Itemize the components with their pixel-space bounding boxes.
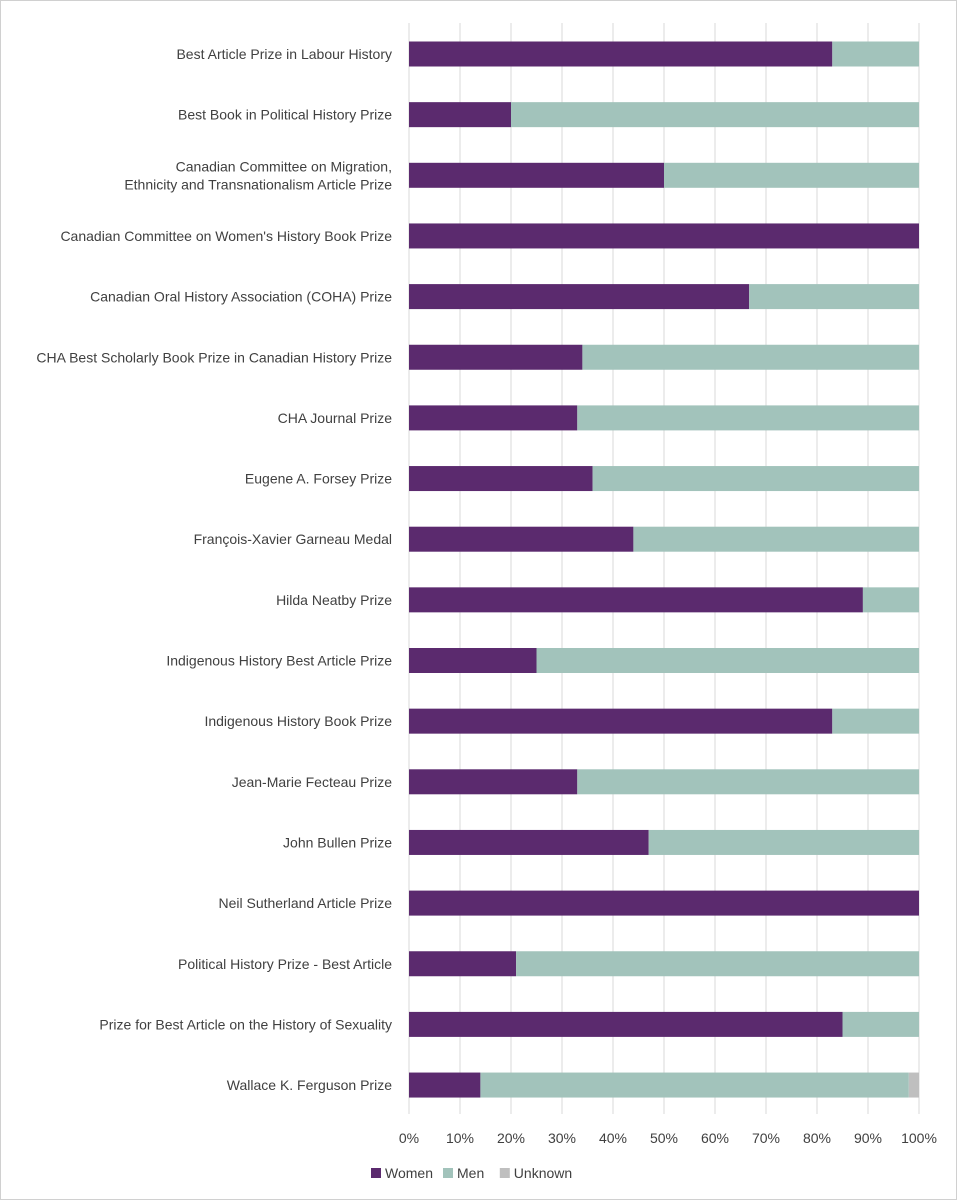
bar-segment-men bbox=[842, 1011, 919, 1037]
category-label: Canadian Committee on Women's History Bo… bbox=[60, 228, 392, 244]
bar-segment-women bbox=[409, 466, 593, 492]
bar-segment-women bbox=[409, 708, 833, 734]
bar-segment-women bbox=[409, 1011, 843, 1037]
category-label: Neil Sutherland Article Prize bbox=[218, 895, 392, 911]
category-label: Best Article Prize in Labour History bbox=[176, 46, 392, 62]
bar-segment-men bbox=[832, 708, 919, 734]
category-label: CHA Journal Prize bbox=[278, 410, 393, 426]
legend-swatch bbox=[371, 1168, 381, 1178]
category-label: Canadian Committee on Migration, Ethnicit… bbox=[124, 158, 392, 192]
grid-lines bbox=[408, 23, 920, 1114]
bar-segment-women bbox=[409, 951, 517, 977]
bar-segment-women bbox=[409, 41, 833, 67]
bar-segment-unknown bbox=[908, 1072, 919, 1098]
category-label: John Bullen Prize bbox=[283, 834, 392, 850]
bar-segment-women bbox=[409, 102, 511, 128]
x-tick-label: 60% bbox=[701, 1130, 729, 1146]
bar-segment-women bbox=[409, 344, 583, 370]
category-label: Prize for Best Article on the History of… bbox=[99, 1016, 392, 1032]
x-tick-label: 70% bbox=[752, 1130, 780, 1146]
bar-segment-women bbox=[409, 405, 578, 431]
bar-segment-men bbox=[536, 648, 919, 673]
x-tick-label: 10% bbox=[446, 1130, 474, 1146]
category-label: Eugene A. Forsey Prize bbox=[245, 471, 392, 487]
bar-segment-women bbox=[409, 890, 919, 916]
bar-segment-men bbox=[664, 162, 919, 188]
bar-segment-men bbox=[832, 41, 919, 67]
legend: Women Men Unknown bbox=[371, 1165, 572, 1181]
category-label: Indigenous History Book Prize bbox=[204, 713, 392, 729]
bar-segment-men bbox=[516, 951, 919, 977]
bar-segment-men bbox=[582, 344, 919, 370]
legend-label: Women bbox=[385, 1165, 433, 1181]
category-label: Wallace K. Ferguson Prize bbox=[227, 1077, 392, 1093]
bar-segment-men bbox=[592, 466, 919, 492]
x-tick-label: 90% bbox=[854, 1130, 882, 1146]
legend-label: Unknown bbox=[514, 1165, 572, 1181]
x-tick-label: 30% bbox=[548, 1130, 576, 1146]
bar-segment-women bbox=[409, 829, 649, 855]
bar-segment-women bbox=[409, 284, 750, 310]
x-tick-label: 20% bbox=[497, 1130, 525, 1146]
legend-label: Men bbox=[457, 1165, 484, 1181]
category-label: François-Xavier Garneau Medal bbox=[194, 531, 392, 547]
category-label: Jean-Marie Fecteau Prize bbox=[232, 774, 393, 790]
bar-segment-men bbox=[480, 1072, 909, 1098]
category-labels: Best Article Prize in Labour History Best… bbox=[36, 46, 392, 1093]
x-tick-label: 100% bbox=[901, 1130, 937, 1146]
bar-segment-women bbox=[409, 769, 578, 795]
bar-segment-women bbox=[409, 1072, 481, 1098]
bars bbox=[409, 41, 919, 1098]
x-tick-label: 80% bbox=[803, 1130, 831, 1146]
bar-segment-women bbox=[409, 587, 863, 613]
category-label: Canadian Oral History Association (COHA)… bbox=[90, 289, 392, 305]
bar-segment-women bbox=[409, 162, 664, 188]
legend-swatch bbox=[443, 1168, 453, 1178]
bar-segment-women bbox=[409, 526, 634, 552]
bar-segment-men bbox=[862, 587, 919, 613]
bar-segment-men bbox=[511, 102, 919, 128]
bar-segment-men bbox=[577, 405, 919, 431]
x-tick-label: 40% bbox=[599, 1130, 627, 1146]
x-tick-label: 50% bbox=[650, 1130, 678, 1146]
category-label: Best Book in Political History Prize bbox=[178, 107, 392, 123]
legend-swatch bbox=[499, 1168, 510, 1178]
bar-segment-men bbox=[749, 284, 919, 310]
x-axis-ticks: 0% 10% 20% 30% 40% 50% 60% 70% 80% 90% 100% bbox=[399, 1130, 937, 1146]
bar-segment-men bbox=[633, 526, 919, 552]
bar-segment-women bbox=[409, 648, 537, 673]
category-label: Political History Prize - Best Article bbox=[178, 956, 392, 972]
bar-segment-men bbox=[577, 769, 919, 795]
category-label: Hilda Neatby Prize bbox=[276, 592, 392, 608]
x-tick-label: 0% bbox=[399, 1130, 419, 1146]
category-label: CHA Best Scholarly Book Prize in Canadia… bbox=[36, 349, 392, 365]
bar-segment-men bbox=[648, 829, 919, 855]
category-label: Indigenous History Best Article Prize bbox=[166, 653, 392, 669]
bar-segment-women bbox=[409, 223, 919, 249]
